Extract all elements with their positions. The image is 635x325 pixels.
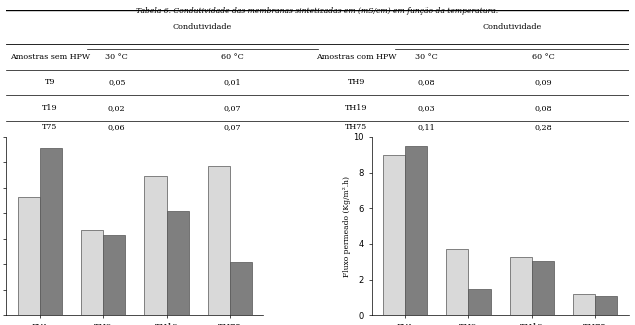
- Text: TH9: TH9: [348, 78, 365, 86]
- Bar: [469, 289, 491, 315]
- Text: 30 °C: 30 °C: [105, 53, 128, 61]
- Text: 0,28: 0,28: [534, 124, 552, 131]
- Bar: [405, 146, 427, 315]
- Bar: [509, 257, 531, 315]
- Bar: [531, 261, 554, 315]
- Text: 0,06: 0,06: [108, 124, 126, 131]
- Bar: [230, 262, 252, 315]
- Text: TH75: TH75: [345, 124, 368, 131]
- Y-axis label: Fluxo permeado (Kg/m².h): Fluxo permeado (Kg/m².h): [343, 176, 351, 277]
- Text: Amostras sem HPW: Amostras sem HPW: [10, 53, 90, 61]
- Text: T75: T75: [42, 124, 58, 131]
- Text: 60 °C: 60 °C: [220, 53, 243, 61]
- Text: 0,08: 0,08: [534, 104, 552, 112]
- Text: 0,11: 0,11: [418, 124, 435, 131]
- Bar: [81, 230, 104, 315]
- Text: T19: T19: [42, 104, 58, 112]
- Bar: [166, 211, 189, 315]
- Bar: [18, 197, 40, 315]
- Bar: [595, 296, 617, 315]
- Bar: [144, 176, 166, 315]
- Text: Condutividade: Condutividade: [173, 23, 232, 31]
- Text: 0,07: 0,07: [223, 124, 241, 131]
- Bar: [383, 155, 405, 315]
- Text: 0,03: 0,03: [418, 104, 435, 112]
- Text: 30 °C: 30 °C: [415, 53, 438, 61]
- Text: T9: T9: [44, 78, 55, 86]
- Text: 60 °C: 60 °C: [531, 53, 554, 61]
- Text: 0,08: 0,08: [418, 78, 435, 86]
- Text: Tabela 6. Condutividade das membranas sintetizadas em (mS/cm) em função da tempe: Tabela 6. Condutividade das membranas si…: [137, 7, 498, 15]
- Text: 0,07: 0,07: [223, 104, 241, 112]
- Text: 0,05: 0,05: [108, 78, 126, 86]
- Bar: [104, 235, 126, 315]
- Text: 0,09: 0,09: [534, 78, 552, 86]
- Text: TH19: TH19: [345, 104, 368, 112]
- Bar: [446, 249, 469, 315]
- Text: Condutividade: Condutividade: [483, 23, 542, 31]
- Bar: [573, 294, 595, 315]
- Bar: [208, 166, 230, 315]
- Bar: [40, 149, 62, 315]
- Text: 0,02: 0,02: [108, 104, 126, 112]
- Text: 0,01: 0,01: [223, 78, 241, 86]
- Text: Amostras com HPW: Amostras com HPW: [316, 53, 397, 61]
